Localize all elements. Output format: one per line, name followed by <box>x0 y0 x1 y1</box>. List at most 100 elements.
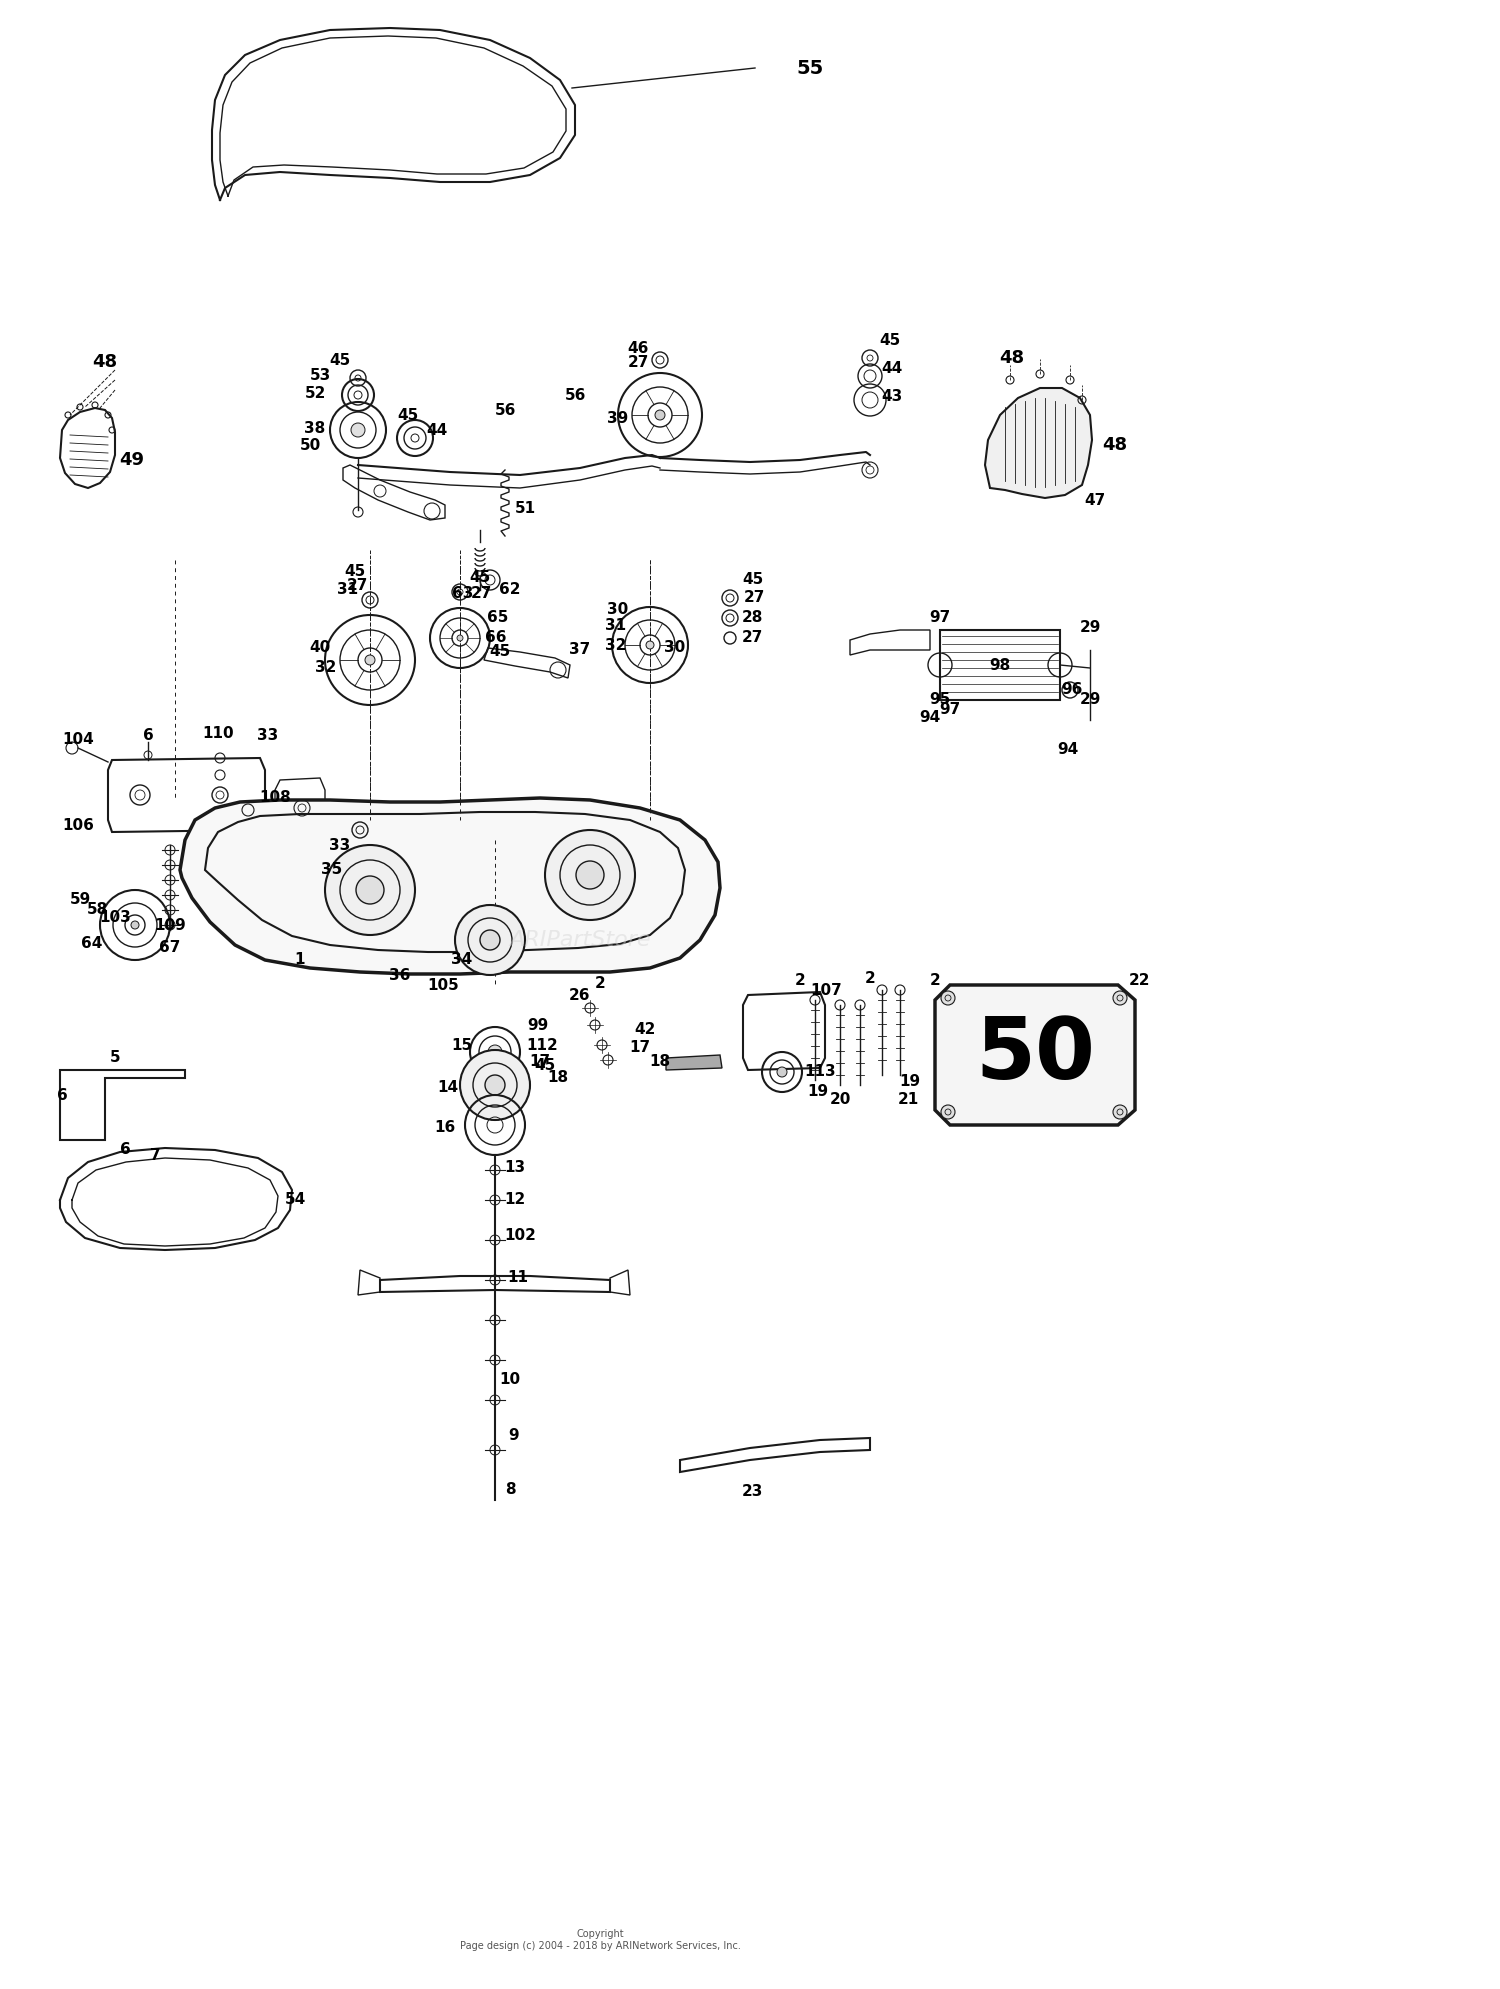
Text: 64: 64 <box>81 935 102 951</box>
Polygon shape <box>180 798 720 975</box>
Circle shape <box>351 424 364 438</box>
Text: 48: 48 <box>999 348 1024 368</box>
Text: 94: 94 <box>1058 742 1078 758</box>
Text: 44: 44 <box>426 422 447 438</box>
Text: 14: 14 <box>438 1080 459 1096</box>
Text: 27: 27 <box>346 577 368 593</box>
Circle shape <box>656 410 664 420</box>
Text: 45: 45 <box>534 1058 555 1072</box>
Polygon shape <box>986 388 1092 497</box>
Circle shape <box>544 829 634 921</box>
Circle shape <box>940 1106 956 1120</box>
Text: 38: 38 <box>304 420 326 436</box>
Text: 26: 26 <box>570 987 591 1002</box>
Text: 110: 110 <box>202 726 234 742</box>
Text: 27: 27 <box>741 631 762 646</box>
Text: 32: 32 <box>315 660 336 676</box>
Text: 33: 33 <box>258 728 279 742</box>
Circle shape <box>454 905 525 975</box>
Text: 21: 21 <box>897 1092 918 1108</box>
Text: 32: 32 <box>606 638 627 652</box>
Circle shape <box>356 875 384 903</box>
Text: 30: 30 <box>608 603 628 617</box>
Text: 65: 65 <box>488 611 508 625</box>
Circle shape <box>326 845 416 935</box>
Text: 39: 39 <box>608 410 628 426</box>
Text: 45: 45 <box>398 408 418 422</box>
Text: 29: 29 <box>1080 692 1101 708</box>
Text: 66: 66 <box>486 631 507 646</box>
Text: 97: 97 <box>930 611 951 625</box>
Text: 19: 19 <box>900 1074 921 1090</box>
Text: ARIPartStore: ARIPartStore <box>509 931 651 951</box>
Text: 7: 7 <box>150 1148 160 1162</box>
Text: 46: 46 <box>627 340 648 356</box>
Text: 27: 27 <box>471 585 492 601</box>
Polygon shape <box>934 985 1136 1126</box>
Text: 8: 8 <box>504 1482 516 1498</box>
Text: 53: 53 <box>309 368 330 382</box>
Text: 49: 49 <box>120 452 144 469</box>
Text: 44: 44 <box>882 360 903 376</box>
Text: 29: 29 <box>1080 621 1101 636</box>
Circle shape <box>460 1050 530 1120</box>
Text: 58: 58 <box>87 903 108 917</box>
Text: 104: 104 <box>62 732 94 748</box>
Text: 28: 28 <box>741 609 762 625</box>
Text: 27: 27 <box>744 589 765 605</box>
Text: 18: 18 <box>650 1054 670 1070</box>
Text: 31: 31 <box>338 583 358 597</box>
Text: 47: 47 <box>1084 493 1106 507</box>
Circle shape <box>1113 991 1126 1004</box>
Text: 109: 109 <box>154 919 186 933</box>
Text: 62: 62 <box>500 583 520 597</box>
Circle shape <box>576 861 604 889</box>
Text: 112: 112 <box>526 1038 558 1052</box>
Text: 34: 34 <box>452 953 472 967</box>
Text: 113: 113 <box>804 1064 836 1080</box>
Text: 17: 17 <box>630 1040 651 1056</box>
Text: 22: 22 <box>1130 973 1150 987</box>
Circle shape <box>1113 1106 1126 1120</box>
Text: 48: 48 <box>93 352 117 372</box>
Text: Copyright
Page design (c) 2004 - 2018 by ARINetwork Services, Inc.: Copyright Page design (c) 2004 - 2018 by… <box>459 1929 741 1951</box>
Text: 43: 43 <box>882 388 903 404</box>
Text: 31: 31 <box>606 617 627 633</box>
Text: 42: 42 <box>634 1022 656 1038</box>
Text: 40: 40 <box>309 640 330 656</box>
Text: 35: 35 <box>321 863 342 877</box>
Text: 95: 95 <box>930 692 951 708</box>
Text: 51: 51 <box>514 501 535 515</box>
Text: 98: 98 <box>990 658 1011 672</box>
Text: 45: 45 <box>330 352 351 368</box>
Text: 9: 9 <box>509 1428 519 1442</box>
Text: 2: 2 <box>594 975 606 991</box>
Circle shape <box>646 640 654 648</box>
Circle shape <box>480 931 500 951</box>
Text: 56: 56 <box>564 388 585 402</box>
Text: 45: 45 <box>742 573 764 587</box>
Circle shape <box>488 1044 502 1058</box>
Text: 12: 12 <box>504 1193 525 1207</box>
Text: 99: 99 <box>528 1018 549 1032</box>
Text: 6: 6 <box>57 1088 68 1102</box>
Text: 16: 16 <box>435 1120 456 1136</box>
Text: 63: 63 <box>453 585 474 601</box>
Text: 107: 107 <box>810 983 842 998</box>
Circle shape <box>777 1066 788 1076</box>
Text: 23: 23 <box>741 1484 762 1500</box>
Text: 15: 15 <box>452 1038 472 1052</box>
Text: 94: 94 <box>920 710 940 726</box>
Text: 45: 45 <box>470 571 490 585</box>
Text: 2: 2 <box>795 973 806 987</box>
Circle shape <box>364 654 375 664</box>
Text: 37: 37 <box>570 642 591 658</box>
Text: 19: 19 <box>807 1084 828 1100</box>
Text: 108: 108 <box>260 790 291 806</box>
Text: 1: 1 <box>294 953 306 967</box>
Text: 36: 36 <box>390 967 411 983</box>
Text: 102: 102 <box>504 1227 536 1243</box>
Text: 103: 103 <box>99 911 130 925</box>
Text: 54: 54 <box>285 1193 306 1207</box>
Text: 45: 45 <box>345 565 366 579</box>
